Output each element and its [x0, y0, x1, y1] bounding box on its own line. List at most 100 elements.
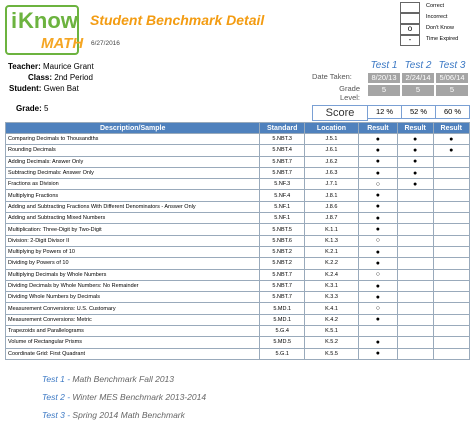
value: Gwen Bat	[43, 84, 79, 93]
cell	[396, 268, 434, 281]
logo-frame	[5, 5, 79, 55]
cell: Subtracting Decimals: Answer Only	[4, 166, 261, 180]
legend-box: o	[400, 24, 420, 35]
test-grade: 5	[368, 85, 400, 96]
cell	[396, 189, 434, 202]
cell: J.8.6	[304, 200, 359, 214]
cell	[432, 245, 470, 259]
date-label: Date Taken:	[312, 72, 352, 81]
cell: K.4.2	[304, 313, 359, 327]
header-row: Description/Sample Standard Location Result…	[4, 122, 470, 134]
cell	[396, 200, 434, 214]
cell: K.5.1	[304, 325, 359, 338]
cell: Measurement Conversions: Metric	[4, 313, 261, 327]
cell: 5.NF.3	[259, 178, 306, 191]
cell	[396, 234, 434, 247]
cell	[396, 347, 434, 360]
column-header: Location	[304, 122, 359, 134]
table-row: Multiplying Fractions 5.NF.4 J.8.1 ●	[4, 189, 470, 202]
date: 6/27/2016	[91, 40, 120, 47]
test-date: 5/06/14	[436, 73, 468, 83]
cell: 5.NBT.7	[259, 155, 306, 168]
table-row: Dividing by Powers of 10 5.NBT.2 K.2.2 ●	[4, 257, 470, 270]
cell: 5.G.4	[259, 325, 306, 338]
cell: Dividing by Powers of 10	[4, 257, 261, 270]
cell	[432, 155, 470, 168]
cell: ●	[396, 144, 434, 157]
cell: ○	[358, 178, 398, 191]
test-name: Test 3	[438, 60, 466, 71]
legend-box	[400, 13, 420, 24]
cell: ●	[358, 245, 398, 259]
cell: ●	[358, 132, 398, 146]
cell: Trapezoids and Parallelograms	[4, 325, 261, 338]
cell: J.8.1	[304, 189, 359, 202]
table-row: Dividing Whole Numbers by Decimals 5.NBT.…	[4, 291, 470, 304]
cell	[432, 313, 470, 327]
cell: K.2.2	[304, 257, 359, 270]
cell	[432, 178, 470, 191]
cell: K.3.3	[304, 291, 359, 304]
legend-label: Correct	[426, 3, 445, 9]
legend-label: Incorrect	[426, 14, 448, 20]
cell	[396, 291, 434, 304]
cell: K.3.1	[304, 279, 359, 293]
cell	[432, 336, 470, 349]
cell: 5.NBT.2	[259, 245, 306, 259]
test-date: 2/24/14	[402, 73, 434, 83]
test-grade: 5	[436, 85, 468, 96]
cell	[396, 279, 434, 293]
cell: K.5.5	[304, 347, 359, 360]
cell	[432, 234, 470, 247]
footer-test: Test 1 -	[42, 374, 71, 384]
logo-i: i	[11, 8, 18, 33]
table-row: Fractions as Division 5.NF.3 J.7.1 ○ ●	[4, 178, 470, 191]
cell	[432, 166, 470, 180]
table-row: Dividing Decimals by Whole Numbers: No R…	[4, 279, 470, 293]
test-score: 12 %	[367, 105, 402, 119]
table-row: Multiplying by Powers of 10 5.NBT.2 K.2.1 ●	[4, 245, 470, 259]
column-header: Result	[358, 122, 398, 134]
cell: J.8.7	[304, 212, 359, 225]
label: Grade: 5	[16, 104, 48, 113]
footer-test: Test 2 -	[42, 392, 71, 402]
cell	[396, 302, 434, 315]
cell: K.4.1	[304, 302, 359, 315]
logo: i Know MATH	[5, 5, 83, 57]
cell: ●	[358, 155, 398, 168]
table-row: Rounding Decimals 5.NBT.4 J.6.1 ● ● ●	[4, 144, 470, 157]
cell: 5.NF.1	[259, 200, 306, 214]
cell: Adding and Subtracting Fractions With Di…	[4, 200, 261, 214]
table-row: Comparing Decimals to Thousandths 5.NBT.3…	[4, 132, 470, 146]
cell: 5.NBT.7	[259, 279, 306, 293]
value: 2nd Period	[54, 73, 93, 82]
footer-line: Test 3 - Spring 2014 Math Benchmark	[42, 410, 185, 420]
cell	[432, 189, 470, 202]
cell: Rounding Decimals	[4, 144, 261, 157]
cell	[396, 257, 434, 270]
cell: ●	[358, 144, 398, 157]
cell: 5.NBT.3	[259, 132, 306, 146]
cell	[396, 325, 434, 338]
footer-line: Test 1 - Math Benchmark Fall 2013	[42, 374, 174, 384]
cell: K.2.1	[304, 245, 359, 259]
test-name: Test 2	[404, 60, 432, 71]
cell: 5.MD.5	[259, 336, 306, 349]
table-row: Volume of Rectangular Prisms 5.MD.5 K.5.2 ●	[4, 336, 470, 349]
cell: ●	[358, 166, 398, 180]
table-row: Adding Decimals: Answer Only 5.NBT.7 J.6.2…	[4, 155, 470, 168]
label: Student: Gwen Bat	[9, 84, 79, 93]
column-header: Result	[432, 122, 470, 134]
table-row: Division: 2-Digit Divisor II 5.NBT.6 K.1.3…	[4, 234, 470, 247]
cell: ○	[358, 302, 398, 315]
cell: K.1.3	[304, 234, 359, 247]
cell: 5.NBT.7	[259, 166, 306, 180]
cell	[432, 268, 470, 281]
footer-name: Winter MES Benchmark 2013-2014	[72, 392, 207, 402]
cell	[432, 279, 470, 293]
table-row: Trapezoids and Parallelograms 5.G.4 K.5.1	[4, 325, 470, 338]
table-row: Subtracting Decimals: Answer Only 5.NBT.7…	[4, 166, 470, 180]
cell: 5.NBT.7	[259, 268, 306, 281]
cell: Measurement Conversions: U.S. Customary	[4, 302, 261, 315]
test-score: 52 %	[401, 105, 436, 119]
